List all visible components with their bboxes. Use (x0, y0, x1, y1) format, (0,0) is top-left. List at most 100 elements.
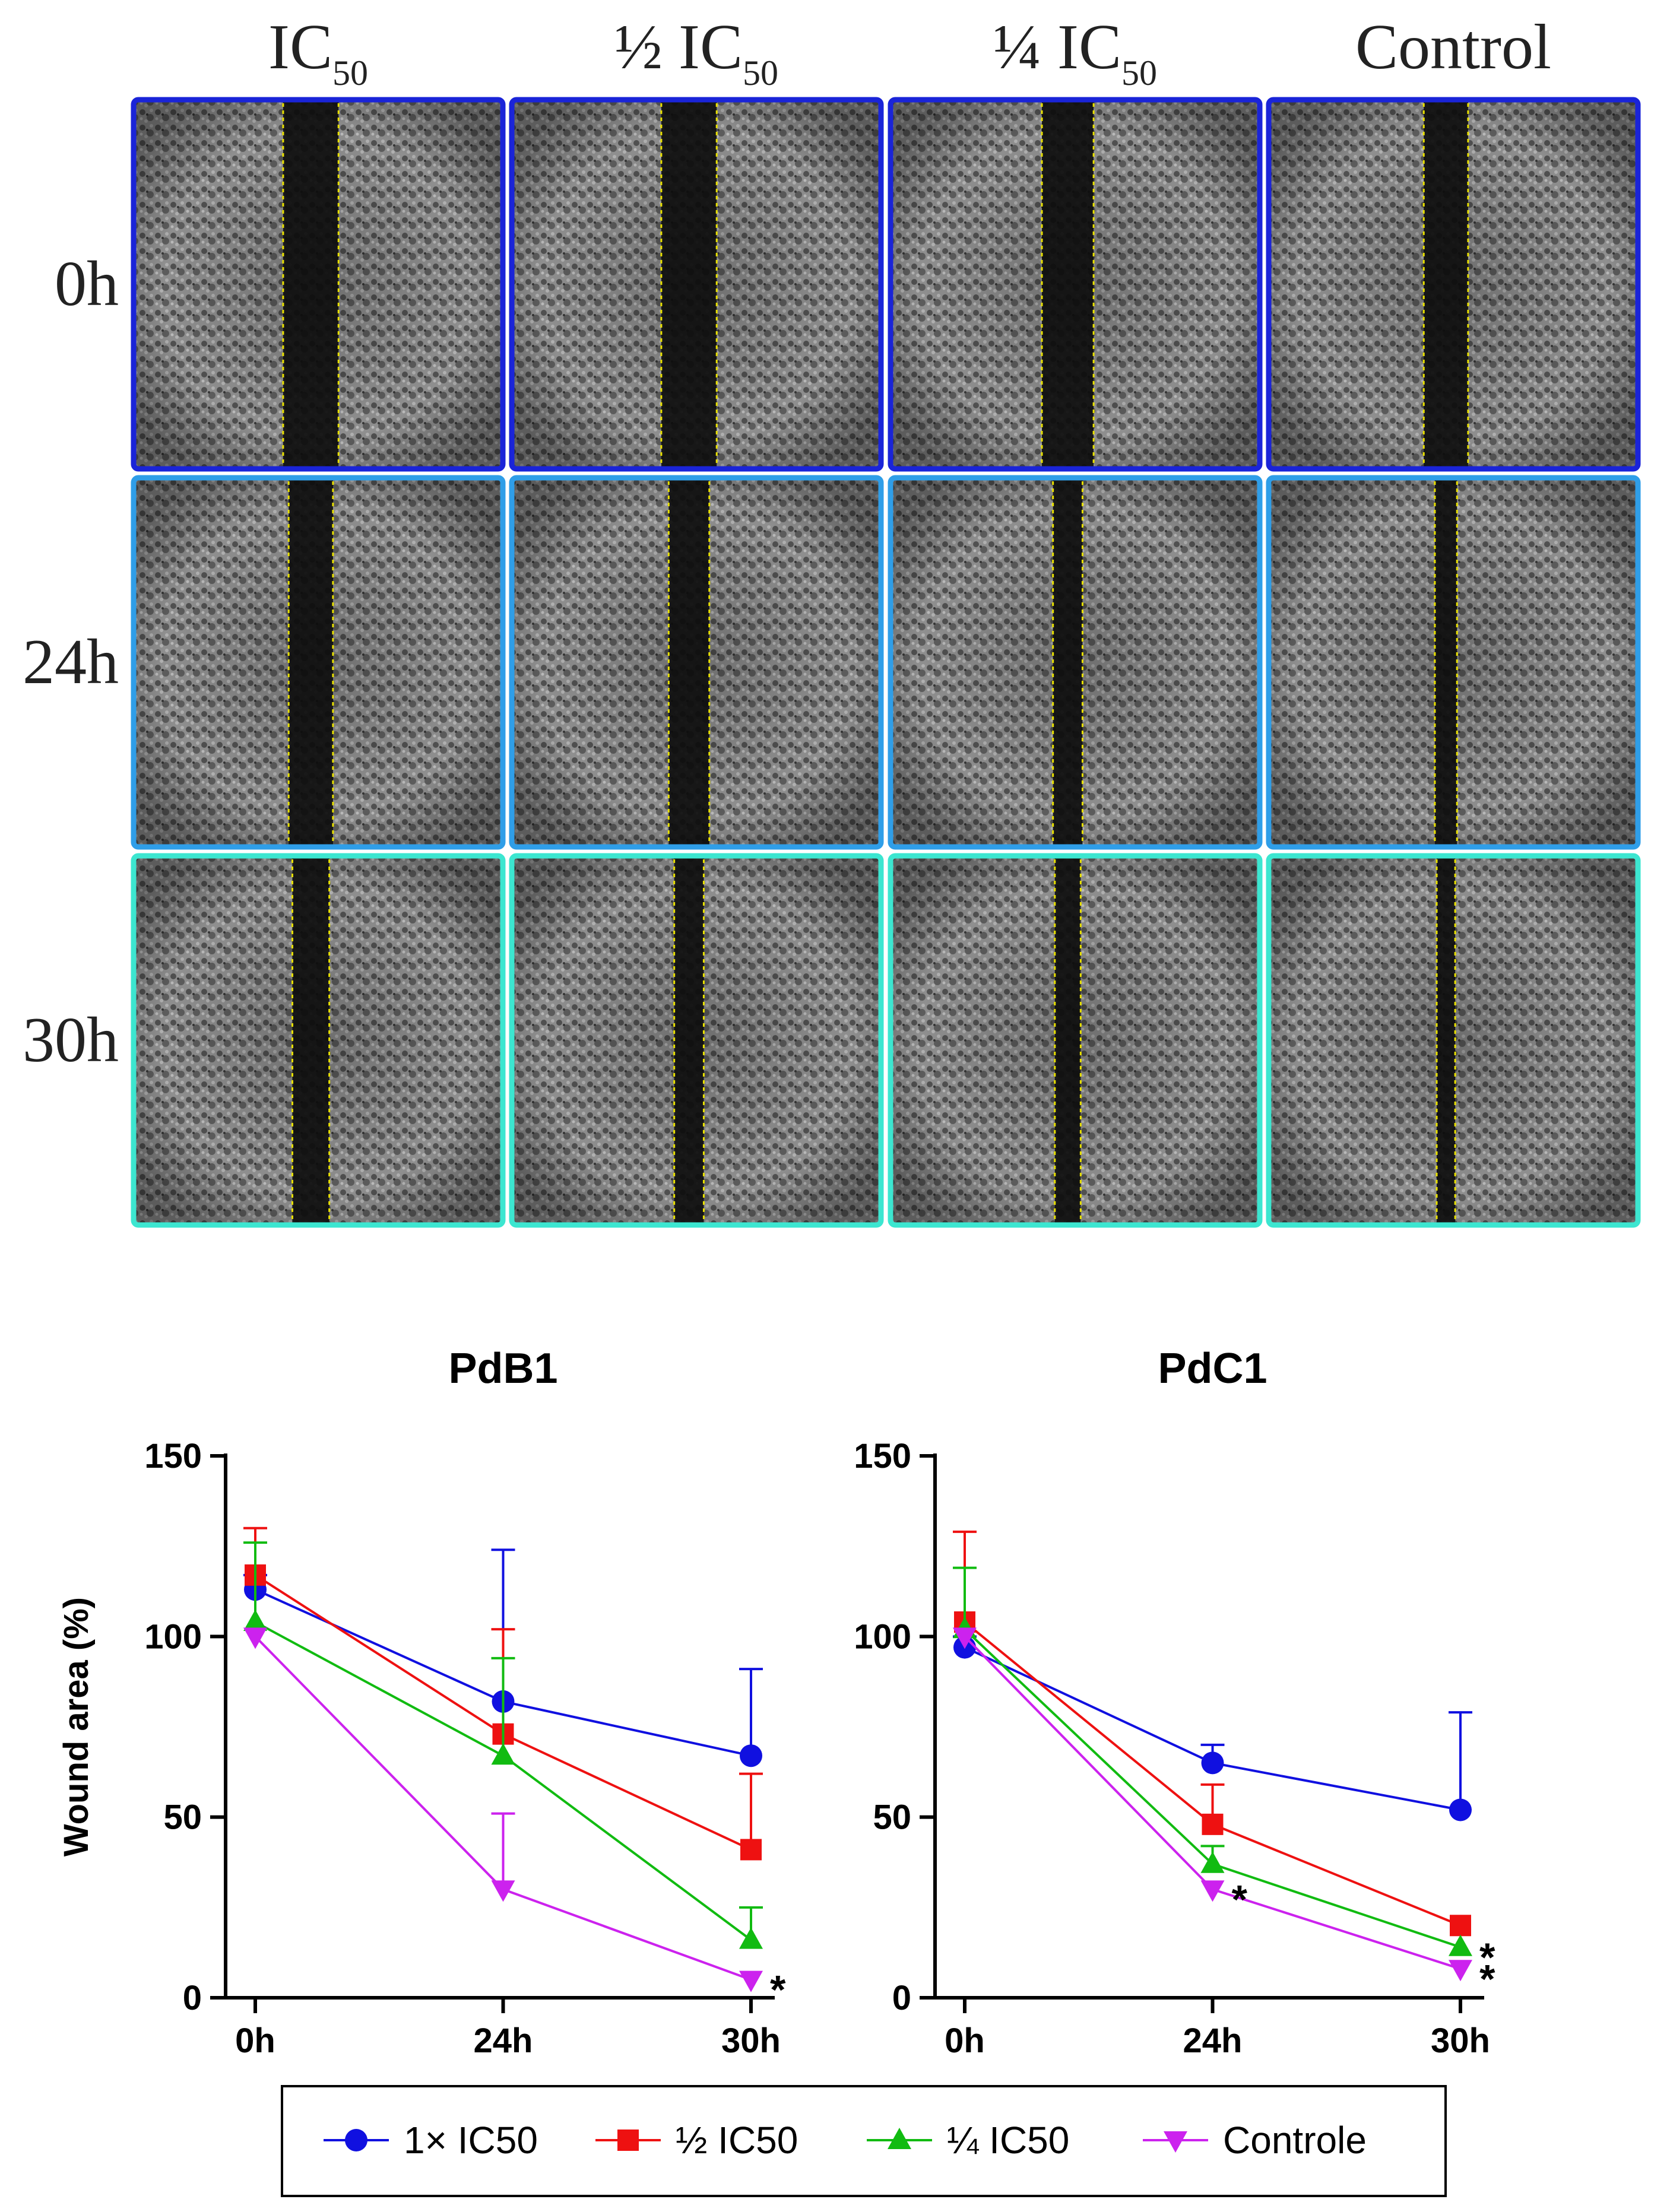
y-tick-label: 150 (144, 1437, 202, 1475)
legend-item-ic50: ¼ IC50 (867, 2119, 1069, 2162)
legend-marker (888, 2128, 911, 2149)
y-tick-label: 100 (854, 1617, 911, 1656)
legend-box (281, 2085, 1447, 2197)
significance-marker: * (1232, 1877, 1248, 1922)
wound-gap (292, 856, 329, 1225)
column-header-main: ½ IC (614, 12, 743, 82)
x-tick-label: 24h (1183, 2021, 1243, 2060)
data-point (491, 1880, 515, 1902)
series-ic50 (243, 1526, 763, 1861)
micrograph-30h-ic50 (888, 853, 1263, 1228)
micrograph-0h-ic50 (509, 97, 884, 472)
data-point (491, 1743, 515, 1765)
data-point (1201, 1751, 1224, 1775)
legend-item-ic50: ½ IC50 (595, 2119, 798, 2162)
significance-marker: * (1479, 1935, 1495, 1980)
data-point (1200, 1880, 1225, 1902)
series-controle (953, 1627, 1472, 1982)
data-point (1449, 1960, 1472, 1982)
legend-marker (617, 2130, 639, 2151)
series-controle (243, 1627, 763, 1992)
legend-item-1-ic50: 1× IC50 (324, 2119, 538, 2162)
data-point (1202, 1813, 1224, 1835)
data-point (1450, 1915, 1471, 1937)
x-tick-label: 0h (235, 2021, 275, 2060)
micrograph-border (131, 97, 506, 472)
micrograph-30h-control (1266, 853, 1641, 1228)
row-label-30h: 30h (23, 1005, 119, 1075)
micrograph-24h-ic50 (888, 475, 1263, 850)
column-header-main: IC (268, 12, 332, 82)
column-header-main: Control (1355, 12, 1551, 82)
legend-marker (1164, 2131, 1187, 2153)
micrograph-24h-ic50 (131, 475, 506, 850)
wound-gap (1053, 478, 1083, 847)
legend: 1× IC50 ½ IC50 ¼ IC50 Controle (281, 2085, 1447, 2197)
significance-marker: * (1479, 1956, 1495, 2001)
chart-title: PdC1 (1158, 1345, 1267, 1392)
column-header-ic50: ½ IC50 (614, 12, 778, 93)
y-tick-label: 50 (163, 1798, 202, 1837)
legend-item-controle: Controle (1143, 2119, 1367, 2162)
series-ic50 (243, 1541, 763, 1949)
legend-marker (345, 2129, 367, 2151)
column-header-subscript: 50 (743, 53, 778, 93)
micrograph-border (509, 97, 884, 472)
charts: PdB1 0 50 100 150 0h 24h 30h Wound area (%) * PdC1… (57, 1345, 1495, 2060)
y-axis-label: Wound area (%) (57, 1597, 96, 1856)
x-tick-label: 30h (1431, 2021, 1490, 2060)
data-point (953, 1627, 977, 1649)
micrograph-border (131, 853, 506, 1228)
wound-gap (674, 856, 704, 1225)
micrograph-24h-ic50 (509, 475, 884, 850)
micrograph-border (509, 853, 884, 1228)
legend-label: ½ IC50 (676, 2119, 798, 2162)
data-point (739, 1970, 763, 1992)
y-tick-label: 150 (854, 1437, 911, 1475)
chart-pdb1: PdB1 0 50 100 150 0h 24h 30h Wound area (%) * (57, 1345, 786, 2060)
wound-gap (1437, 856, 1456, 1225)
micrograph-30h-ic50 (131, 853, 506, 1228)
column-header-ic50: ¼ IC50 (993, 12, 1157, 93)
column-header-control: Control (1355, 12, 1551, 82)
wound-gap (283, 100, 339, 469)
micrograph-border (888, 475, 1263, 850)
legend-label: Controle (1223, 2119, 1367, 2162)
series-1-ic50 (953, 1635, 1472, 1821)
wound-gap (1042, 100, 1094, 469)
micrograph-border (888, 853, 1263, 1228)
micrograph-border (1266, 853, 1641, 1228)
micrograph-0h-control (1266, 97, 1641, 472)
wound-gap (289, 478, 333, 847)
wound-gap (661, 100, 717, 469)
y-tick-label: 0 (183, 1979, 202, 2017)
significance-marker: * (770, 1967, 786, 2013)
y-tick-label: 50 (873, 1798, 911, 1837)
data-point (243, 1627, 267, 1649)
data-point (1449, 1934, 1472, 1956)
column-header-subscript: 50 (332, 53, 368, 93)
data-point (1449, 1798, 1472, 1821)
micrograph-border (888, 97, 1263, 472)
micrograph-border (1266, 475, 1641, 850)
data-point (739, 1927, 763, 1949)
micrograph-border (509, 475, 884, 850)
x-tick-label: 30h (721, 2021, 781, 2060)
legend-label: ¼ IC50 (947, 2119, 1069, 2162)
wound-gap (1434, 478, 1457, 847)
legend-label: 1× IC50 (404, 2119, 538, 2162)
data-point (243, 1609, 267, 1631)
micrograph-0h-ic50 (131, 97, 506, 472)
row-label-24h: 24h (23, 627, 119, 697)
data-point (740, 1839, 762, 1861)
data-point (1200, 1851, 1225, 1873)
column-header-ic50: IC50 (268, 12, 368, 93)
column-header-main: ¼ IC (993, 12, 1121, 82)
x-tick-label: 24h (474, 2021, 533, 2060)
wound-gap (1424, 100, 1468, 469)
y-tick-label: 100 (144, 1617, 202, 1656)
